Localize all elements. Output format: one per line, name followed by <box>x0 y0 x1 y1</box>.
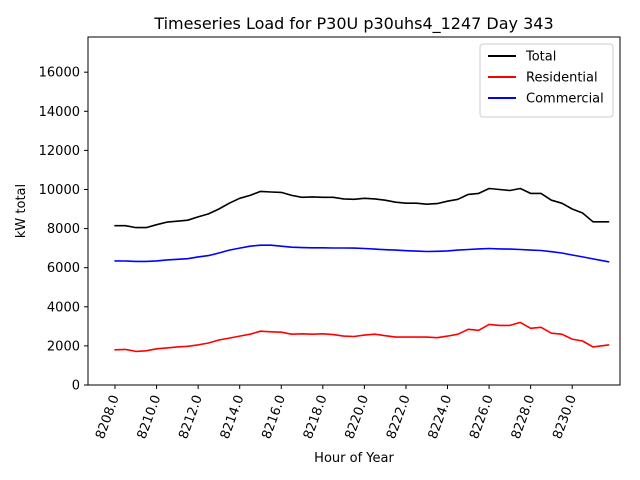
y-tick-label: 0 <box>72 379 80 394</box>
series-line-commercial <box>114 244 610 263</box>
legend-label-total: Total <box>525 50 556 65</box>
y-tick-label: 14000 <box>39 105 80 120</box>
y-tick-label: 6000 <box>47 261 80 276</box>
y-tick-label: 12000 <box>39 144 80 159</box>
plot-frame <box>87 36 621 386</box>
x-axis-label: Hour of Year <box>314 451 394 466</box>
legend-label-residential: Residential <box>526 71 598 86</box>
legend-label-commercial: Commercial <box>526 92 604 107</box>
y-tick-label: 10000 <box>39 183 80 198</box>
chart-title: Timeseries Load for P30U p30uhs4_1247 Da… <box>153 14 553 34</box>
y-axis-label: kW total <box>14 184 29 238</box>
y-tick-label: 16000 <box>39 66 80 81</box>
y-tick-label: 2000 <box>47 339 80 354</box>
series-line-total <box>114 187 610 229</box>
series-line-residential <box>114 321 610 353</box>
series-layer <box>114 187 610 353</box>
y-tick-label: 4000 <box>47 300 80 315</box>
legend: Total Residential Commercial <box>479 43 614 118</box>
y-tick-label: 8000 <box>47 222 80 237</box>
